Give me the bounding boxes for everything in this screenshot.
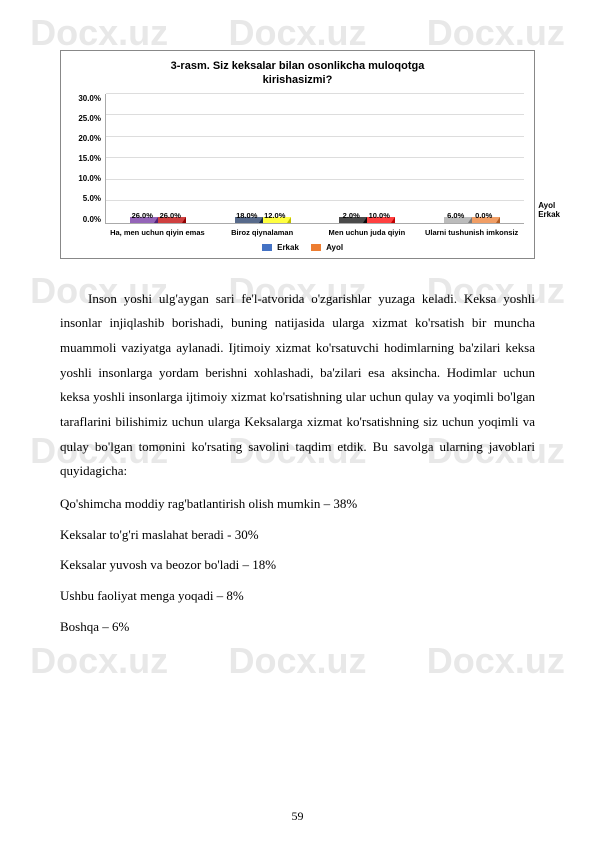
y-tick: 25.0% [71,114,101,123]
chart-container: 3-rasm. Siz keksalar bilan osonlikcha mu… [60,50,535,259]
bar-groups: 26.0%26.0%18.0%12.0%2.0%10.0%6.0%0.0% [106,94,524,223]
x-label: Ularni tushunish imkonsiz [419,224,524,241]
bar-group: 18.0%12.0% [217,217,309,223]
legend-label: Erkak [277,243,299,252]
bar-value-label: 0.0% [475,211,492,220]
x-label: Men uchun juda qiyin [315,224,420,241]
bar-group: 26.0%26.0% [112,217,204,223]
chart-legend: Erkak Ayol [71,243,524,252]
page-number: 59 [0,809,595,824]
bar: 6.0% [444,217,472,223]
y-tick: 0.0% [71,215,101,224]
bar: 10.0% [367,217,395,223]
bar-value-label: 26.0% [132,211,153,220]
chart-title-line2: kirishasizmi? [263,74,333,86]
bar-value-label: 26.0% [160,211,181,220]
bar: 26.0% [130,217,158,223]
z-label: Erkak [538,210,560,219]
chart-title: 3-rasm. Siz keksalar bilan osonlikcha mu… [71,59,524,88]
bar-value-label: 10.0% [369,211,390,220]
y-tick: 5.0% [71,194,101,203]
plot-region: 26.0%26.0%18.0%12.0%2.0%10.0%6.0%0.0% Ay… [105,94,524,224]
y-axis: 30.0% 25.0% 20.0% 15.0% 10.0% 5.0% 0.0% [71,94,105,224]
bar: 12.0% [263,217,291,223]
bar-value-label: 12.0% [264,211,285,220]
depth-axis-labels: Ayol Erkak [538,201,560,219]
bar-group: 2.0%10.0% [321,217,413,223]
x-label: Biroz qiynalaman [210,224,315,241]
bar-value-label: 2.0% [343,211,360,220]
body-paragraph: Inson yoshi ulg'aygan sari fe'l-atvorida… [60,287,535,485]
x-axis: Ha, men uchun qiyin emas Biroz qiynalama… [105,224,524,241]
legend-label: Ayol [326,243,343,252]
chart-plot-area: 30.0% 25.0% 20.0% 15.0% 10.0% 5.0% 0.0% … [71,94,524,224]
y-tick: 15.0% [71,154,101,163]
page-content: 3-rasm. Siz keksalar bilan osonlikcha mu… [0,0,595,666]
bar-value-label: 6.0% [447,211,464,220]
bar-group: 6.0%0.0% [426,217,518,223]
y-tick: 10.0% [71,174,101,183]
legend-swatch-erkak [262,244,272,251]
list-item: Qo'shimcha moddiy rag'batlantirish olish… [60,492,535,517]
list-item: Boshqa – 6% [60,615,535,640]
bar: 2.0% [339,217,367,223]
bar: 18.0% [235,217,263,223]
list-item: Keksalar yuvosh va beozor bo'ladi – 18% [60,553,535,578]
x-label: Ha, men uchun qiyin emas [105,224,210,241]
chart-title-line1: 3-rasm. Siz keksalar bilan osonlikcha mu… [171,60,425,72]
bar: 26.0% [158,217,186,223]
legend-swatch-ayol [311,244,321,251]
y-tick: 30.0% [71,94,101,103]
list-item: Keksalar to'g'ri maslahat beradi - 30% [60,523,535,548]
bar-value-label: 18.0% [236,211,257,220]
z-label: Ayol [538,201,560,210]
bar: 0.0% [472,217,500,223]
list-item: Ushbu faoliyat menga yoqadi – 8% [60,584,535,609]
y-tick: 20.0% [71,134,101,143]
